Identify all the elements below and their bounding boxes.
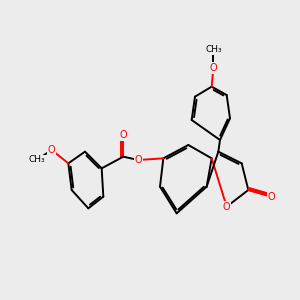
Text: O: O — [134, 155, 142, 165]
Text: O: O — [119, 130, 127, 140]
Text: O: O — [48, 145, 56, 155]
Text: CH₃: CH₃ — [28, 155, 45, 164]
Text: O: O — [223, 202, 230, 212]
Text: O: O — [209, 63, 217, 73]
Text: O: O — [268, 192, 275, 202]
Text: CH₃: CH₃ — [205, 46, 222, 55]
